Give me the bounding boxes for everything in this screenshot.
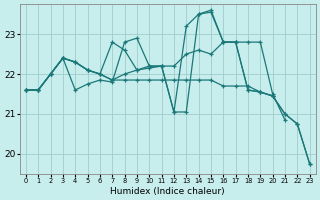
- X-axis label: Humidex (Indice chaleur): Humidex (Indice chaleur): [110, 187, 225, 196]
